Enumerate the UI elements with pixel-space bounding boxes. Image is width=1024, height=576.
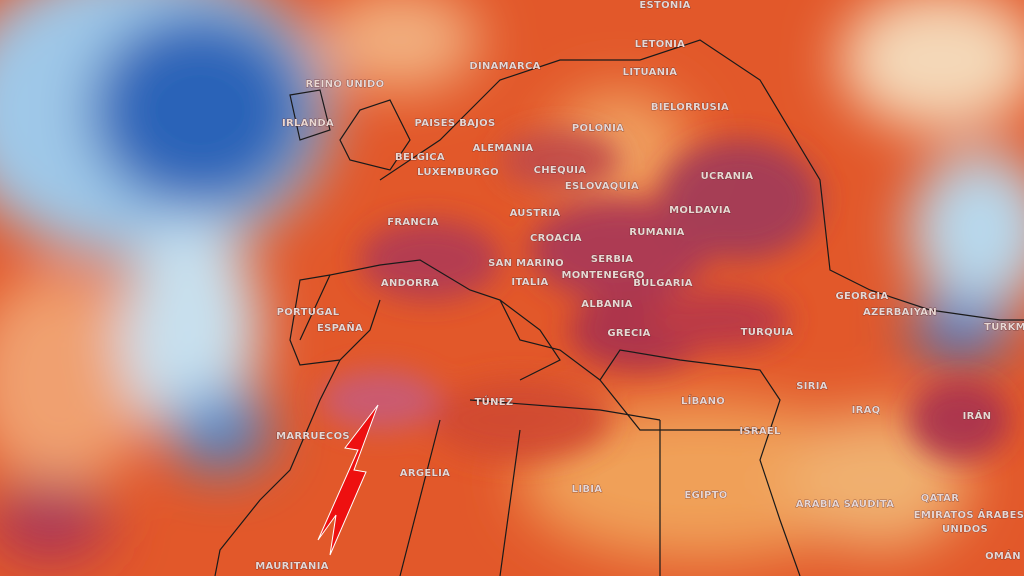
country-label: TÚNEZ: [475, 395, 514, 408]
country-label: GEORGIA: [835, 291, 888, 302]
country-label: CROACIA: [530, 233, 582, 244]
country-label: ANDORRA: [381, 278, 439, 289]
country-labels: ESTONIA LETONIA LITUANIA REINO UNIDO IRL…: [255, 0, 1024, 572]
country-label: SAN MARINO: [488, 258, 564, 269]
country-label: ALEMANIA: [473, 143, 534, 154]
country-label: ITALIA: [511, 277, 548, 288]
country-label: BELGICA: [395, 152, 445, 163]
country-label: RUMANIA: [629, 227, 684, 238]
country-label: AUSTRIA: [510, 208, 561, 219]
country-label: MARRUECOS: [276, 431, 350, 442]
country-label: TURKM: [984, 322, 1024, 333]
country-label: DINAMARCA: [469, 61, 540, 72]
country-label: LÍBANO: [681, 394, 725, 407]
country-label: ALBANIA: [581, 299, 632, 310]
country-label: BIELORRUSIA: [651, 102, 729, 113]
country-label: POLONIA: [572, 123, 624, 134]
borders: [214, 39, 1024, 576]
country-label: OMÁN: [985, 549, 1021, 562]
country-label: LUXEMBURGO: [417, 167, 499, 178]
country-label: LITUANIA: [623, 67, 678, 78]
country-label: LIBIA: [572, 484, 603, 495]
arrow: [317, 404, 379, 556]
country-label: EGIPTO: [684, 490, 727, 501]
country-label: GRECIA: [607, 328, 650, 339]
country-label: REINO UNIDO: [306, 79, 385, 90]
country-label: UCRANIA: [701, 171, 754, 182]
country-label: IRÁN: [963, 409, 992, 422]
country-label: QATAR: [921, 493, 959, 504]
country-label: MONTENEGRO: [561, 270, 644, 281]
country-label: AZERBAIYAN: [863, 307, 937, 318]
country-label: PAISES BAJOS: [415, 118, 496, 129]
country-label: FRANCIA: [387, 217, 439, 228]
country-label: BULGARIA: [633, 278, 693, 289]
country-label: LETONIA: [635, 39, 685, 50]
country-label: TURQUIA: [741, 327, 794, 338]
country-label: MOLDAVIA: [669, 205, 731, 216]
country-label: ISRAEL: [739, 426, 781, 437]
country-label: ESLOVAQUIA: [565, 181, 639, 192]
country-label: SERBIA: [591, 254, 634, 265]
country-label: ARABIA SAUDITA: [796, 499, 895, 510]
country-label: MAURITANIA: [255, 561, 329, 572]
country-label: IRAQ: [852, 405, 881, 416]
country-label: EMIRATOS ÁRABES: [914, 508, 1024, 521]
country-label: IRLANDA: [282, 118, 334, 129]
country-label: ESPAÑA: [317, 321, 363, 334]
country-label: SIRIA: [796, 381, 828, 392]
country-label: CHEQUIA: [534, 165, 587, 176]
country-label: ARGELIA: [400, 468, 450, 479]
country-label: ESTONIA: [639, 0, 690, 11]
country-label: PORTUGAL: [277, 307, 340, 318]
country-label: UNIDOS: [942, 524, 988, 535]
